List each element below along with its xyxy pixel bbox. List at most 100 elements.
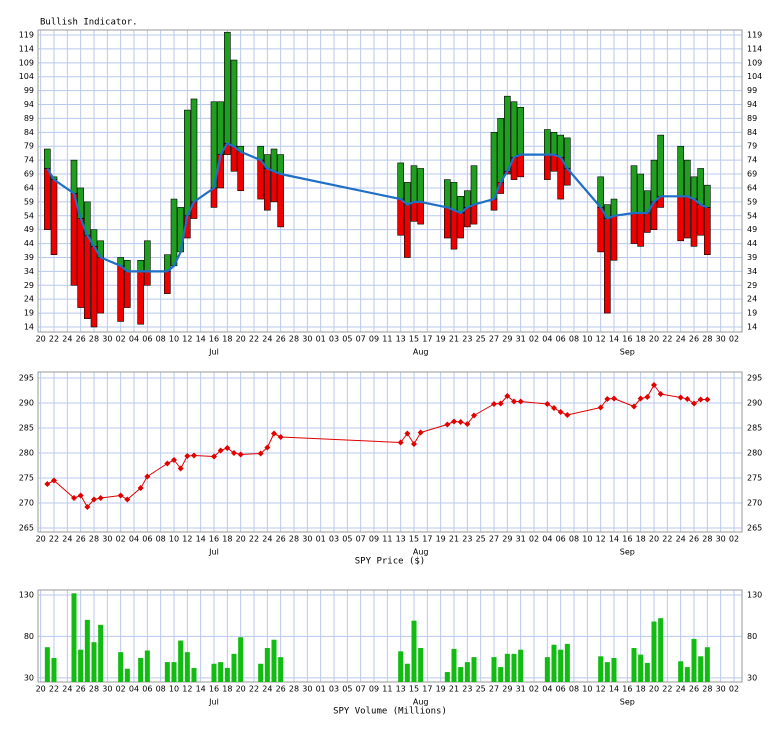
bar: [224, 667, 230, 682]
y-tick-label: 34: [24, 267, 34, 276]
plot-border: [37, 29, 743, 333]
x-tick-label: 02: [116, 685, 126, 694]
y-tick-label: 14: [24, 322, 34, 331]
point: [231, 450, 237, 456]
y-tick-label: 69: [24, 170, 34, 179]
bar-below: [410, 201, 418, 222]
point: [631, 403, 637, 410]
x-tick-label: 26: [689, 335, 699, 344]
point: [191, 452, 197, 459]
bar-below: [450, 209, 458, 250]
point: [264, 444, 271, 451]
x-tick-label: 28: [702, 335, 712, 344]
x-tick-label: 23: [462, 335, 472, 344]
x-tick-label: 24: [62, 335, 72, 344]
x-tick-label: 12: [182, 535, 192, 544]
bar-below: [210, 187, 218, 208]
bar-below: [610, 215, 618, 261]
bar-below: [470, 204, 478, 225]
point: [237, 451, 244, 458]
point: [417, 429, 424, 436]
month-label: Jul: [208, 348, 219, 357]
y-tick-label: 130: [19, 590, 34, 599]
bar-below: [404, 204, 411, 258]
y-tick-label: 30: [24, 673, 34, 682]
x-tick-label: 19: [436, 685, 446, 694]
bar: [138, 657, 144, 682]
y-tick-label-right: 99: [747, 86, 757, 95]
x-tick-label: 09: [369, 335, 379, 344]
y-tick-label: 29: [24, 281, 34, 290]
x-tick-label: 21: [449, 335, 459, 344]
bar-above: [277, 154, 284, 175]
bar-above: [397, 162, 404, 200]
y-tick-label: 89: [24, 114, 34, 123]
bar-below: [604, 218, 611, 314]
x-tick-label: 20: [236, 685, 246, 694]
bar: [564, 643, 570, 682]
y-tick-label: 59: [24, 197, 34, 206]
bar-below: [517, 154, 524, 178]
x-tick-label: 03: [329, 335, 339, 344]
bar-above: [490, 132, 498, 200]
x-tick-label: 06: [556, 535, 566, 544]
x-tick-label: 04: [129, 685, 139, 694]
bar-above: [550, 132, 558, 155]
plot-border: [37, 589, 743, 683]
bar: [171, 662, 177, 682]
x-tick-label: 27: [489, 685, 499, 694]
x-tick-label: 28: [289, 535, 299, 544]
bar-below: [97, 257, 104, 314]
y-tick-label-right: 49: [747, 225, 757, 234]
bar-above: [650, 159, 658, 203]
x-tick-label: 14: [609, 335, 619, 344]
bar: [684, 667, 690, 682]
point: [504, 393, 511, 399]
y-tick-label-right: 114: [747, 44, 762, 53]
plot-border: [37, 371, 743, 533]
bar: [98, 624, 104, 682]
point: [644, 394, 651, 400]
bar: [44, 647, 50, 682]
bar: [71, 593, 77, 682]
bar-below: [50, 179, 58, 255]
point: [71, 495, 77, 501]
bar-below: [144, 271, 151, 286]
y-tick-label: 114: [19, 44, 34, 53]
x-tick-label: 10: [582, 335, 592, 344]
bar: [471, 657, 477, 682]
x-tick-label: 30: [716, 335, 726, 344]
bar: [698, 656, 704, 682]
x-tick-label: 23: [462, 685, 472, 694]
x-tick-label: 30: [102, 685, 112, 694]
y-tick-label-right: 285: [747, 424, 762, 433]
y-tick-label: 94: [24, 100, 34, 109]
y-tick-label-right: 104: [747, 72, 762, 81]
point: [564, 412, 571, 418]
bar: [398, 651, 404, 682]
bar-above: [184, 109, 191, 217]
x-tick-label: 24: [676, 535, 686, 544]
point: [611, 395, 617, 402]
bar: [184, 652, 190, 682]
chart-title: SPY Volume (Millions): [333, 707, 447, 717]
bar-above: [170, 198, 178, 267]
bar-above: [224, 31, 231, 144]
x-tick-label: 02: [529, 685, 539, 694]
bar: [444, 672, 450, 682]
bar-below: [544, 154, 551, 180]
x-tick-label: 17: [422, 685, 432, 694]
x-tick-label: 12: [596, 335, 606, 344]
bar-below: [257, 159, 264, 200]
x-tick-label: 20: [649, 535, 659, 544]
bar-above: [704, 184, 711, 208]
y-tick-label: 19: [24, 309, 34, 318]
y-tick-label: 275: [19, 474, 34, 483]
bar-below: [117, 265, 124, 322]
x-tick-label: 07: [356, 685, 366, 694]
x-tick-label: 22: [49, 685, 59, 694]
point: [497, 400, 504, 407]
x-tick-label: 13: [396, 335, 406, 344]
x-tick-label: 16: [209, 685, 219, 694]
